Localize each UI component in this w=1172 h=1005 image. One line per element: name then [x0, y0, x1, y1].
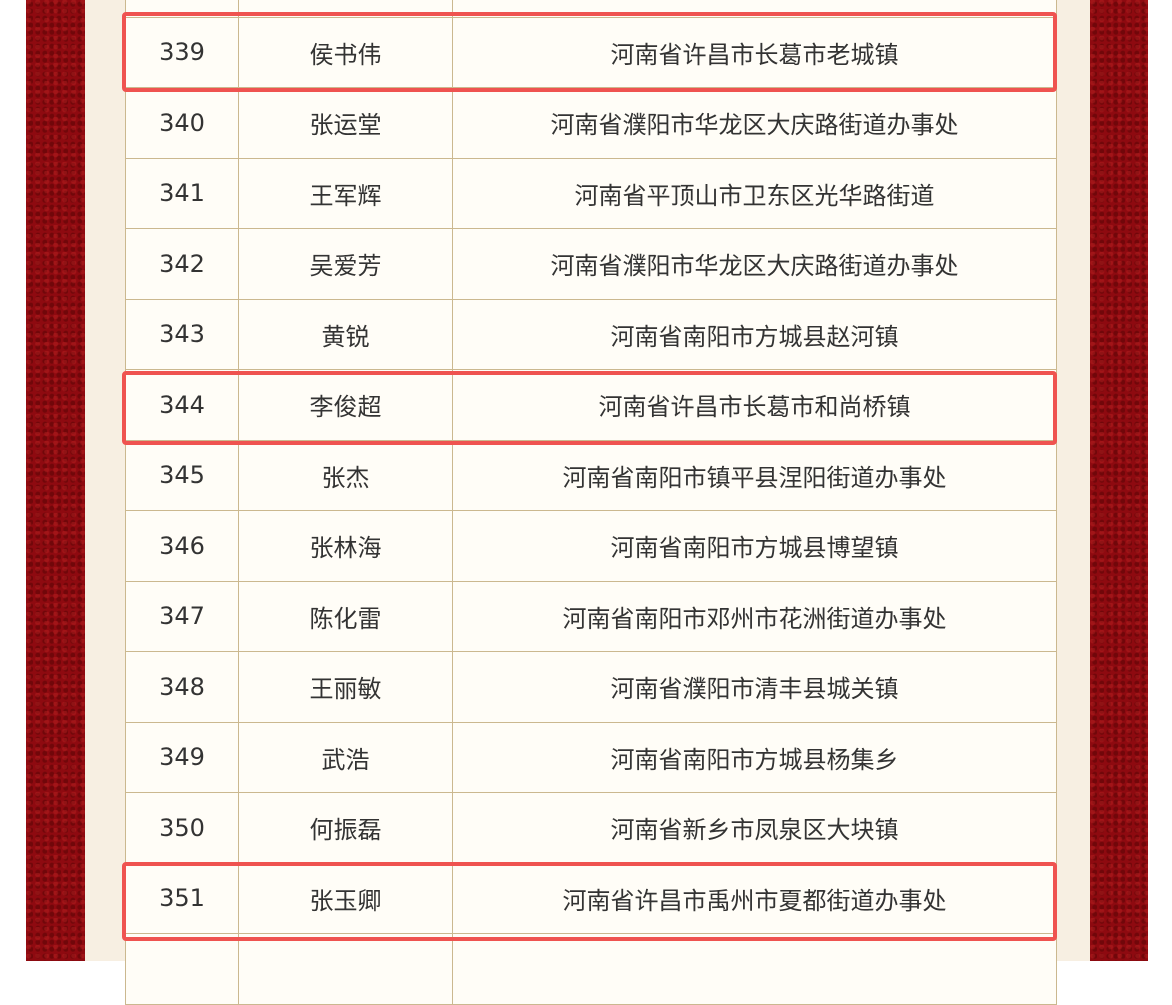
row-number: 343	[126, 299, 239, 369]
row-name: 王军辉	[239, 158, 453, 228]
table-row: 340 张运堂 河南省濮阳市华龙区大庆路街道办事处	[126, 88, 1056, 159]
row-number: 342	[126, 229, 239, 299]
winners-table: 339 侯书伟 河南省许昌市长葛市老城镇 340 张运堂 河南省濮阳市华龙区大庆路街道办事…	[125, 0, 1057, 1005]
row-address: 河南省南阳市方城县赵河镇	[610, 322, 899, 351]
table-row: 343 黄锐 河南省南阳市方城县赵河镇	[126, 299, 1056, 370]
row-number: 349	[126, 722, 239, 792]
table-row: 341 王军辉 河南省平顶山市卫东区光华路街道	[126, 158, 1056, 229]
row-address: 河南省濮阳市华龙区大庆路街道办事处	[550, 252, 959, 281]
row-name: 张林海	[239, 511, 453, 581]
row-name: 张杰	[239, 440, 453, 510]
row-name	[239, 0, 453, 17]
table-row: 351 张玉卿 河南省许昌市禹州市夏都街道办事处	[126, 863, 1056, 934]
row-name: 侯书伟	[239, 17, 453, 87]
row-name: 武浩	[239, 722, 453, 792]
table-row: 349 武浩 河南省南阳市方城县杨集乡	[126, 722, 1056, 793]
row-address: 河南省南阳市方城县博望镇	[610, 534, 899, 563]
row-name: 吴爱芳	[239, 229, 453, 299]
background-left	[26, 0, 85, 961]
table-row: 344 李俊超 河南省许昌市长葛市和尚桥镇	[126, 370, 1056, 441]
row-name: 黄锐	[239, 299, 453, 369]
row-address: 河南省南阳市邓州市花洲街道办事处	[562, 604, 947, 633]
row-name: 李俊超	[239, 370, 453, 440]
row-number: 345	[126, 440, 239, 510]
highlight-box-351	[122, 862, 1057, 941]
row-address	[453, 934, 1056, 1004]
row-number: 340	[126, 88, 239, 158]
row-number: 351	[126, 863, 239, 933]
row-address: 河南省平顶山市卫东区光华路街道	[574, 181, 935, 210]
background-right	[1090, 0, 1148, 961]
row-name: 陈化雷	[239, 581, 453, 651]
row-address: 河南省南阳市镇平县涅阳街道办事处	[562, 463, 947, 492]
table-row: 346 张林海 河南省南阳市方城县博望镇	[126, 511, 1056, 582]
table-row	[126, 0, 1056, 18]
row-number: 344	[126, 370, 239, 440]
row-name: 张玉卿	[239, 863, 453, 933]
row-address: 河南省新乡市凤泉区大块镇	[610, 816, 899, 845]
row-number: 339	[126, 17, 239, 87]
highlight-box-339	[122, 12, 1057, 92]
row-number: 341	[126, 158, 239, 228]
row-name	[239, 934, 453, 1004]
row-number: 350	[126, 793, 239, 863]
row-address: 河南省濮阳市清丰县城关镇	[610, 675, 899, 704]
table-row: 350 何振磊 河南省新乡市凤泉区大块镇	[126, 793, 1056, 864]
row-number	[126, 934, 239, 1004]
row-number: 348	[126, 652, 239, 722]
table-row: 345 张杰 河南省南阳市镇平县涅阳街道办事处	[126, 440, 1056, 511]
row-address: 河南省许昌市长葛市和尚桥镇	[598, 393, 911, 422]
table-row: 348 王丽敏 河南省濮阳市清丰县城关镇	[126, 652, 1056, 723]
row-name: 张运堂	[239, 88, 453, 158]
row-address: 河南省南阳市方城县杨集乡	[610, 745, 899, 774]
row-number	[126, 0, 239, 17]
table-row: 347 陈化雷 河南省南阳市邓州市花洲街道办事处	[126, 581, 1056, 652]
row-address: 河南省濮阳市华龙区大庆路街道办事处	[550, 111, 959, 140]
row-number: 346	[126, 511, 239, 581]
row-address: 河南省许昌市禹州市夏都街道办事处	[562, 886, 947, 915]
highlight-box-344	[122, 371, 1057, 445]
table-row: 339 侯书伟 河南省许昌市长葛市老城镇	[126, 17, 1056, 88]
table-row	[126, 934, 1056, 1005]
row-name: 何振磊	[239, 793, 453, 863]
row-number: 347	[126, 581, 239, 651]
row-name: 王丽敏	[239, 652, 453, 722]
table-row: 342 吴爱芳 河南省濮阳市华龙区大庆路街道办事处	[126, 229, 1056, 300]
row-address: 河南省许昌市长葛市老城镇	[610, 40, 899, 69]
